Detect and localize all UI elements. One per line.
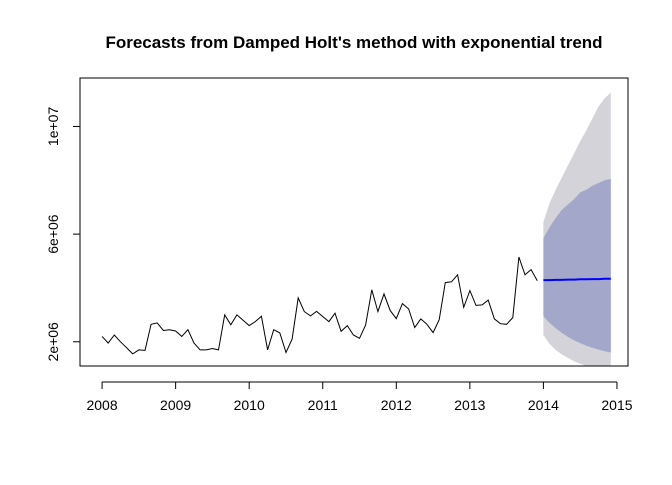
x-tick-label: 2008 — [86, 397, 117, 413]
x-tick-label: 2010 — [234, 397, 265, 413]
x-tick-label: 2015 — [601, 397, 632, 413]
forecast-series-line — [543, 277, 611, 282]
y-axis: 2e+06 6e+06 1e+07 — [45, 107, 81, 362]
observed-series-line — [101, 256, 538, 355]
chart-title: Forecasts from Damped Holt's method with… — [105, 33, 602, 52]
x-tick-label: 2014 — [528, 397, 559, 413]
y-tick-label: 1e+07 — [45, 107, 61, 147]
prediction-intervals — [543, 92, 611, 367]
y-tick-label: 2e+06 — [45, 322, 61, 362]
x-tick-label: 2013 — [454, 397, 485, 413]
series-lines — [101, 256, 611, 355]
y-tick-label: 6e+06 — [45, 214, 61, 254]
x-tick-label: 2009 — [160, 397, 191, 413]
x-axis: 2008 2009 2010 2011 2012 2013 2014 2015 — [86, 381, 633, 413]
x-tick-label: 2012 — [381, 397, 412, 413]
interval-band-80pct — [543, 178, 611, 353]
x-tick-label: 2011 — [308, 397, 338, 413]
